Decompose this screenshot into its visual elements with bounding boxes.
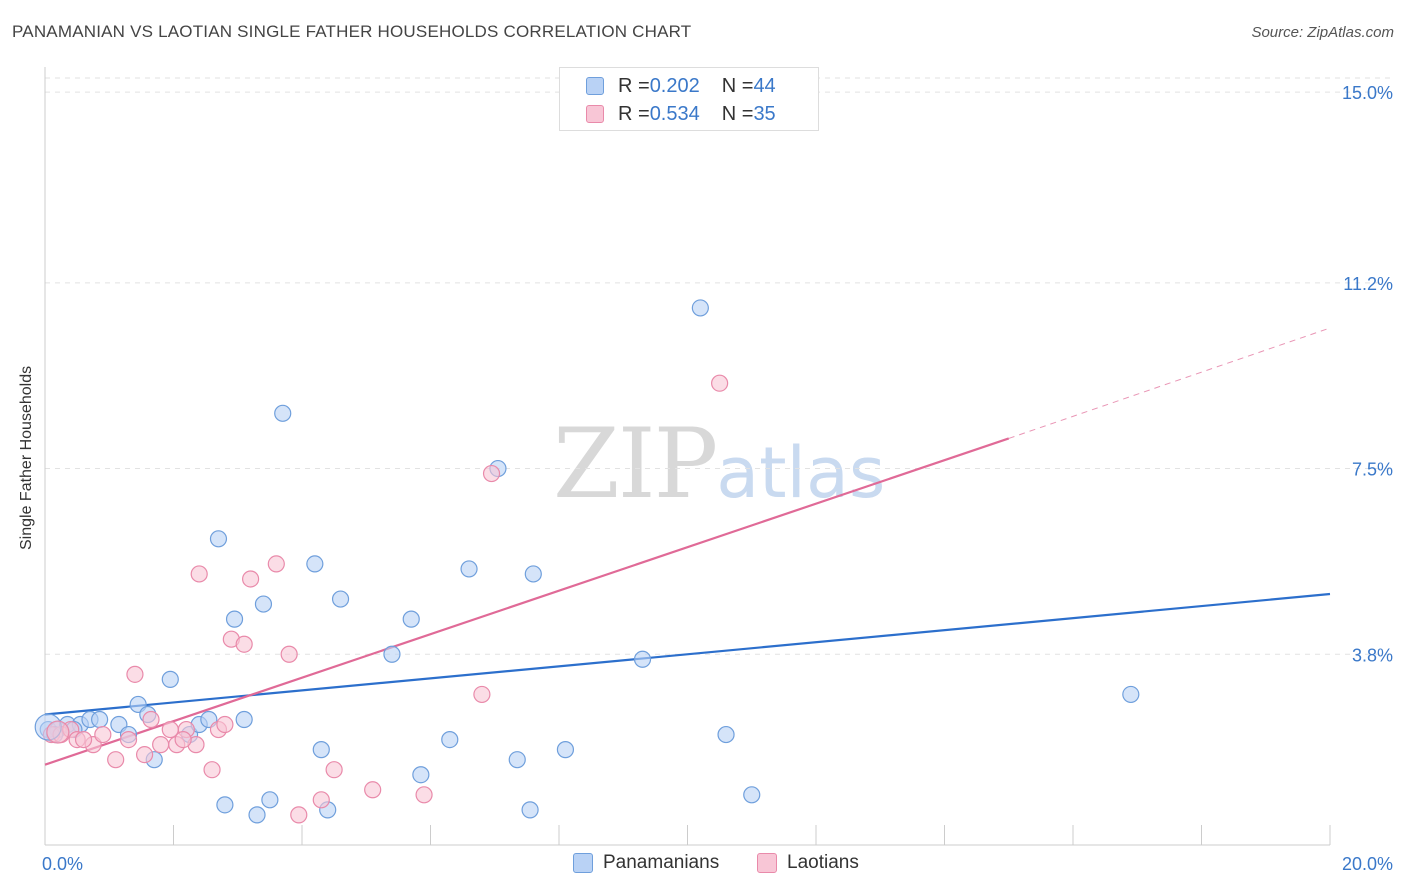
chart-title: PANAMANIAN VS LAOTIAN SINGLE FATHER HOUS… [12,22,692,41]
point-laotian [280,645,298,663]
trend-line-panamanians [44,592,1331,716]
legend-n-value: 44 [753,74,776,97]
point-laotian [312,791,330,809]
point-panamanian [225,610,244,628]
trend-line-laotians-extension [1008,327,1331,439]
trend-lines [44,327,1331,766]
watermark: ZIPatlas [553,408,885,520]
point-panamanian [161,670,179,688]
point-panamanian [248,806,266,824]
point-panamanian [508,751,526,769]
bottom-legend-swatch-pink [757,853,777,873]
correlation-legend: R = 0.202 N = 44 R = 0.534 N = 35 [559,67,819,131]
point-laotian [235,635,253,653]
point-laotian [135,746,154,764]
grid-lines [45,77,1390,655]
data-points [34,299,1140,824]
bottom-legend-laotians: Laotians [757,852,859,874]
point-laotian [242,570,260,588]
y-tick-label: 15.0% [1342,83,1393,103]
legend-row-panamanians: R = 0.202 N = 44 [586,74,776,98]
watermark-zip: ZIP [553,408,718,520]
legend-r-label: R = [618,74,650,97]
legend-r-value: 0.202 [649,74,700,97]
point-panamanian [402,610,420,628]
axes [44,67,1331,846]
bottom-legend-panamanians: Panamanians [573,852,719,874]
legend-n-label: N = [721,74,754,97]
tick-labels: 3.8% 7.5% 11.2% 15.0% 0.0% 20.0% [42,83,1393,874]
trend-line-laotians [44,437,1010,766]
y-tick-label: 11.2% [1343,274,1393,294]
bottom-legend-label: Panamanians [603,852,720,873]
point-panamanian [274,404,292,422]
x-tick-label: 20.0% [1342,854,1393,874]
point-laotian [174,730,192,749]
point-panamanian [717,725,735,744]
point-panamanian [521,801,539,819]
point-laotian [473,685,491,704]
legend-r-label: R = [618,102,650,125]
point-panamanian [235,710,253,729]
point-laotian [267,555,285,573]
legend-row-laotians: R = 0.534 N = 35 [586,102,776,126]
point-laotian [325,761,343,779]
point-panamanian [331,590,350,608]
y-tick-label: 3.8% [1352,645,1393,665]
point-laotian [126,665,144,683]
point-panamanian [91,710,109,729]
point-panamanian [254,595,273,613]
legend-n-value: 35 [753,102,776,125]
point-panamanian [312,741,330,759]
legend-r-value: 0.534 [649,102,700,125]
point-panamanian [743,786,761,804]
y-tick-label: 7.5% [1352,460,1393,480]
point-laotian [415,786,433,804]
point-laotian [152,736,170,754]
legend-swatch-blue [586,77,604,95]
point-laotian [216,715,234,734]
source-label: Source: ZipAtlas.com [1251,24,1394,41]
point-panamanian [691,299,709,317]
y-axis-label: Single Father Households [18,365,35,550]
point-panamanian [412,766,430,784]
point-laotian [711,374,729,392]
point-panamanian [460,560,478,578]
point-laotian [190,565,208,583]
legend-n-label: N = [721,102,754,125]
point-panamanian [1122,685,1140,704]
point-panamanian [524,565,542,583]
point-laotian [290,806,308,824]
point-panamanian [383,645,401,663]
point-panamanian [261,791,279,809]
point-laotian [203,761,221,779]
point-laotian [74,730,93,749]
point-laotian [364,781,382,799]
bottom-legend-label: Laotians [787,852,859,873]
point-laotian [142,710,160,729]
point-panamanian [441,730,459,749]
point-panamanian [216,796,234,814]
x-tick-label: 0.0% [42,854,83,874]
bottom-legend-swatch-blue [573,853,593,873]
point-laotian [482,464,501,483]
point-panamanian [209,530,228,548]
point-laotian-cluster [46,720,70,744]
watermark-atlas: atlas [716,432,886,514]
point-panamanian [556,741,575,759]
point-panamanian [306,555,324,573]
point-laotian [119,730,138,749]
legend-swatch-pink [586,105,604,123]
point-laotian [94,725,112,744]
point-laotian [107,751,125,769]
point-panamanian [633,650,652,668]
